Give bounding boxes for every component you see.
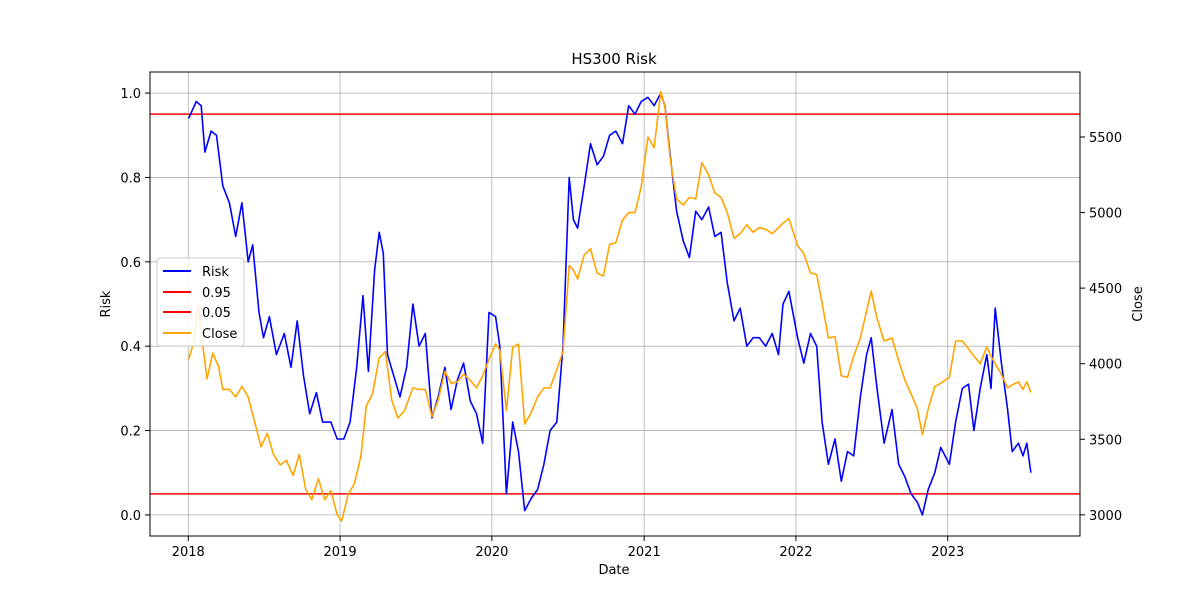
y-tick-label: 0.6 (120, 256, 141, 271)
x-tick-label: 2018 (172, 545, 205, 560)
y2-tick-label: 4500 (1089, 282, 1122, 297)
y-tick-label: 0.0 (120, 509, 141, 524)
y-tick-label: 1.0 (120, 87, 141, 102)
grid (150, 72, 1080, 536)
legend-label-close: Close (202, 327, 237, 342)
y-axis-label: Risk (99, 290, 114, 317)
y2-tick-label: 3000 (1089, 509, 1122, 524)
x-tick-label: 2019 (324, 545, 357, 560)
x-tick-label: 2022 (779, 545, 812, 560)
legend-label-005: 0.05 (202, 306, 231, 321)
y2-tick-label: 5500 (1089, 131, 1122, 146)
series-line-risk (187, 92, 1032, 516)
chart-title: HS300 Risk (571, 50, 657, 68)
y-axis-right: 3000 3500 4000 4500 5000 5500 (1080, 131, 1122, 524)
y2-tick-label: 5000 (1089, 207, 1122, 222)
x-tick-label: 2021 (628, 545, 661, 560)
x-axis-label: Date (598, 563, 629, 578)
y2-axis-label: Close (1131, 286, 1146, 321)
y2-tick-label: 3500 (1089, 433, 1122, 448)
y-axis-left: 0.0 0.2 0.4 0.6 0.8 1.0 (120, 87, 150, 524)
legend-label-risk: Risk (202, 265, 229, 280)
x-tick-label: 2020 (475, 545, 508, 560)
y-tick-label: 0.8 (120, 171, 141, 186)
legend: Risk 0.95 0.05 Close (156, 257, 245, 347)
x-axis: 2018 2019 2020 2021 2022 2023 (172, 536, 964, 560)
y-tick-label: 0.4 (120, 340, 141, 355)
y-tick-label: 0.2 (120, 425, 141, 440)
series-lines (187, 90, 1032, 522)
series-line-close (187, 90, 1032, 522)
plot-frame (149, 71, 1081, 537)
x-tick-label: 2023 (931, 545, 964, 560)
legend-box (156, 257, 245, 347)
y2-tick-label: 4000 (1089, 358, 1122, 373)
legend-label-095: 0.95 (202, 286, 231, 301)
threshold-lines (150, 113, 1080, 495)
